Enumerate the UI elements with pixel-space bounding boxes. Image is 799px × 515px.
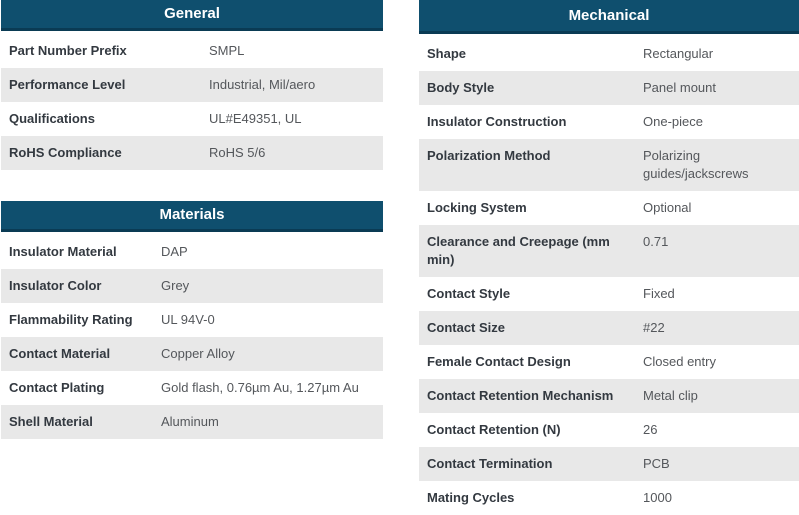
table-row: Contact Size #22 <box>419 311 799 345</box>
row-label: Mating Cycles <box>427 490 515 505</box>
row-value: DAP <box>161 244 188 259</box>
row-label: Contact Size <box>427 320 506 335</box>
table-row: Mating Cycles 1000 <box>419 481 799 515</box>
row-label: Flammability Rating <box>9 312 133 327</box>
row-label: Locking System <box>427 200 527 215</box>
table-row: Contact Plating Gold flash, 0.76µm Au, 1… <box>1 371 383 405</box>
row-label: Part Number Prefix <box>9 43 127 58</box>
mechanical-table-rows: Shape Rectangular Body Style Panel mount… <box>419 37 799 515</box>
table-row: Shape Rectangular <box>419 37 799 71</box>
row-value: 26 <box>643 422 658 437</box>
row-value: Gold flash, 0.76µm Au, 1.27µm Au <box>161 380 359 395</box>
row-label: Insulator Color <box>9 278 102 293</box>
row-label: Insulator Construction <box>427 114 567 129</box>
table-row: Insulator Material DAP <box>1 235 383 269</box>
general-table-header: General <box>1 0 383 31</box>
row-label: Clearance and Creepage (mm min) <box>427 234 610 267</box>
row-label: Shape <box>427 46 467 61</box>
table-row: Female Contact Design Closed entry <box>419 345 799 379</box>
table-row: Contact Retention (N) 26 <box>419 413 799 447</box>
materials-table-rows: Insulator Material DAP Insulator Color G… <box>1 235 383 439</box>
table-row: Shell Material Aluminum <box>1 405 383 439</box>
row-value: 0.71 <box>643 234 669 249</box>
row-value: Closed entry <box>643 354 716 369</box>
row-value: #22 <box>643 320 665 335</box>
row-value: Industrial, Mil/aero <box>209 77 316 92</box>
row-label: Female Contact Design <box>427 354 571 369</box>
table-row: Body Style Panel mount <box>419 71 799 105</box>
left-column: General Part Number Prefix SMPL Performa… <box>1 0 383 439</box>
row-label: Qualifications <box>9 111 95 126</box>
table-row: Performance Level Industrial, Mil/aero <box>1 68 383 102</box>
row-label: Contact Material <box>9 346 111 361</box>
table-row: Contact Style Fixed <box>419 277 799 311</box>
table-row: Insulator Construction One-piece <box>419 105 799 139</box>
row-value: Panel mount <box>643 80 716 95</box>
row-value: UL 94V-0 <box>161 312 215 327</box>
row-label: Contact Retention Mechanism <box>427 388 614 403</box>
general-table-rows: Part Number Prefix SMPL Performance Leve… <box>1 34 383 170</box>
table-row: Contact Termination PCB <box>419 447 799 481</box>
table-row: Locking System Optional <box>419 191 799 225</box>
table-row: Contact Material Copper Alloy <box>1 337 383 371</box>
table-row: RoHS Compliance RoHS 5/6 <box>1 136 383 170</box>
table-row: Clearance and Creepage (mm min) 0.71 <box>419 225 799 277</box>
row-label: Insulator Material <box>9 244 117 259</box>
row-value: One-piece <box>643 114 703 129</box>
mechanical-table: Mechanical Shape Rectangular Body Style … <box>419 0 799 515</box>
row-label: Contact Termination <box>427 456 553 471</box>
row-value: Grey <box>161 278 190 293</box>
table-row: Contact Retention Mechanism Metal clip <box>419 379 799 413</box>
row-value: PCB <box>643 456 670 471</box>
table-row: Insulator Color Grey <box>1 269 383 303</box>
mechanical-table-header: Mechanical <box>419 0 799 34</box>
row-value: Rectangular <box>643 46 714 61</box>
table-row: Polarization Method Polarizing guides/ja… <box>419 139 799 191</box>
row-value: Copper Alloy <box>161 346 235 361</box>
row-value: RoHS 5/6 <box>209 145 266 160</box>
materials-table-header: Materials <box>1 201 383 232</box>
general-table: General Part Number Prefix SMPL Performa… <box>1 0 383 170</box>
materials-table: Materials Insulator Material DAP Insulat… <box>1 201 383 439</box>
table-row: Part Number Prefix SMPL <box>1 34 383 68</box>
row-value: SMPL <box>209 43 245 58</box>
row-label: Polarization Method <box>427 148 551 163</box>
row-value: UL#E49351, UL <box>209 111 302 126</box>
row-value: Metal clip <box>643 388 698 403</box>
table-row: Qualifications UL#E49351, UL <box>1 102 383 136</box>
row-label: Contact Plating <box>9 380 105 395</box>
table-row: Flammability Rating UL 94V-0 <box>1 303 383 337</box>
row-value: 1000 <box>643 490 672 505</box>
right-column: Mechanical Shape Rectangular Body Style … <box>419 0 799 515</box>
row-label: Shell Material <box>9 414 93 429</box>
row-label: Contact Style <box>427 286 511 301</box>
row-label: RoHS Compliance <box>9 145 122 160</box>
row-label: Body Style <box>427 80 495 95</box>
row-label: Performance Level <box>9 77 126 92</box>
row-value: Optional <box>643 200 692 215</box>
row-value: Polarizing guides/jackscrews <box>643 148 749 181</box>
row-value: Aluminum <box>161 414 219 429</box>
row-label: Contact Retention (N) <box>427 422 561 437</box>
row-value: Fixed <box>643 286 675 301</box>
